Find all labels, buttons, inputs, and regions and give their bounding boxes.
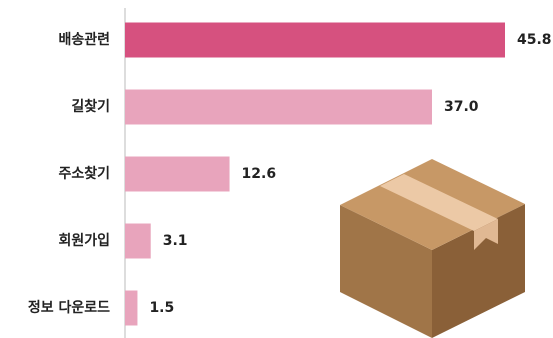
value-label: 45.8: [517, 32, 552, 48]
box-illustration: [340, 159, 525, 338]
y-tick-label: 길찾기: [71, 98, 110, 115]
bar: [125, 156, 230, 192]
y-tick-label: 배송관련: [58, 31, 110, 48]
bar: [125, 223, 151, 259]
bar: [125, 89, 432, 125]
value-label: 37.0: [444, 99, 479, 115]
y-tick-label: 회원가입: [58, 233, 110, 249]
y-tick-label: 정보 다운로드: [28, 299, 110, 316]
y-tick-label: 주소찾기: [58, 165, 110, 182]
bar: [125, 290, 138, 326]
value-label: 3.1: [163, 233, 188, 249]
bar: [125, 22, 505, 58]
value-label: 1.5: [149, 300, 174, 316]
value-label: 12.6: [242, 166, 277, 182]
